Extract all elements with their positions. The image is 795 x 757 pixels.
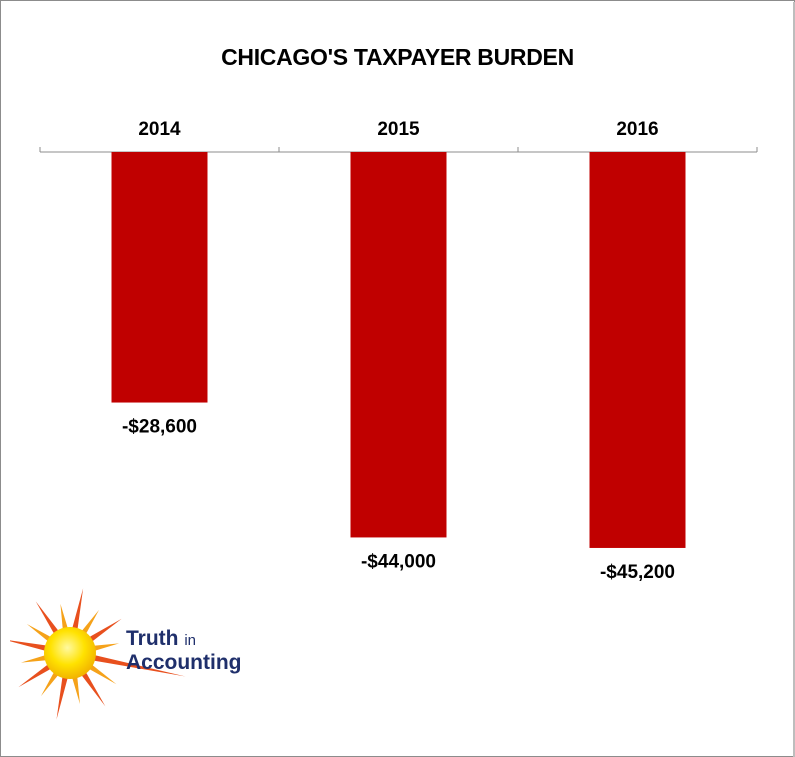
- bar-2016: [589, 152, 686, 548]
- sun-ray: [71, 673, 80, 705]
- sun-ray: [26, 623, 54, 644]
- sun-ray: [20, 654, 50, 663]
- chart-title: CHICAGO'S TAXPAYER BURDEN: [221, 44, 574, 70]
- logo-word-truth: Truth: [126, 627, 179, 650]
- bar-2014: [111, 152, 208, 403]
- category-label-2014: 2014: [138, 119, 181, 140]
- sun-ray: [71, 588, 84, 633]
- logo-word-accounting: Accounting: [126, 651, 242, 674]
- category-label-2015: 2015: [377, 119, 420, 140]
- sun-logo-icon: [10, 588, 186, 720]
- sun-ray: [10, 640, 50, 652]
- value-label-2016: -$45,200: [600, 562, 675, 583]
- sun-ray: [90, 643, 120, 652]
- sun-ray: [18, 662, 54, 688]
- sun-ray: [86, 662, 117, 685]
- sun-ray: [79, 609, 100, 637]
- sun-ray: [56, 673, 69, 720]
- sun-ray: [79, 669, 106, 707]
- sun-ray: [40, 669, 61, 697]
- sun-ray: [86, 618, 122, 644]
- sun-ray: [60, 603, 69, 633]
- value-label-2015: -$44,000: [361, 551, 436, 572]
- bar-2015: [350, 152, 447, 538]
- value-label-2014: -$28,600: [122, 417, 197, 438]
- sun-ray: [90, 654, 186, 677]
- truth-in-accounting-logo: Truth in Accounting: [126, 628, 242, 673]
- sun-ray: [35, 601, 61, 637]
- category-label-2016: 2016: [616, 119, 658, 140]
- logo-word-in: in: [184, 632, 197, 649]
